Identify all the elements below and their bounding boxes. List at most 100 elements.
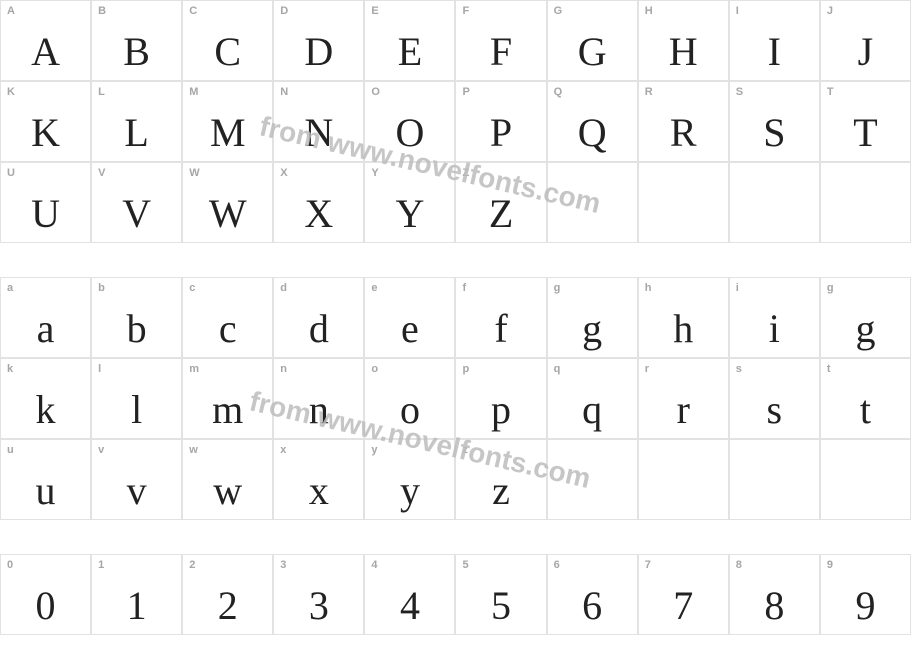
- cell-glyph: l: [92, 390, 181, 430]
- cell-glyph: H: [639, 32, 728, 72]
- cell-glyph: s: [730, 390, 819, 430]
- cell-glyph: O: [365, 113, 454, 153]
- cell-glyph: L: [92, 113, 181, 153]
- cell-glyph: e: [365, 309, 454, 349]
- glyph-cell: zz: [455, 439, 546, 520]
- cell-glyph: a: [1, 309, 90, 349]
- cell-glyph: n: [274, 390, 363, 430]
- cell-glyph: R: [639, 113, 728, 153]
- cell-glyph: X: [274, 194, 363, 234]
- glyph-cell: uu: [0, 439, 91, 520]
- glyph-cell: QQ: [547, 81, 638, 162]
- glyph-cell: qq: [547, 358, 638, 439]
- glyph-cell: ff: [455, 277, 546, 358]
- cell-label: 4: [371, 559, 448, 571]
- glyph-cell: kk: [0, 358, 91, 439]
- cell-glyph: 0: [1, 586, 90, 626]
- cell-glyph: f: [456, 309, 545, 349]
- cell-label: M: [189, 86, 266, 98]
- glyph-cell: FF: [455, 0, 546, 81]
- cell-glyph: P: [456, 113, 545, 153]
- glyph-cell: bb: [91, 277, 182, 358]
- glyph-cell: ll: [91, 358, 182, 439]
- cell-glyph: p: [456, 390, 545, 430]
- cell-glyph: U: [1, 194, 90, 234]
- cell-label: h: [645, 282, 722, 294]
- glyph-cell: gg: [820, 277, 911, 358]
- glyph-cell: rr: [638, 358, 729, 439]
- cell-label: l: [98, 363, 175, 375]
- cell-label: Q: [554, 86, 631, 98]
- glyph-cell: ww: [182, 439, 273, 520]
- glyph-cell: TT: [820, 81, 911, 162]
- glyph-cell: hh: [638, 277, 729, 358]
- cell-glyph: 4: [365, 586, 454, 626]
- cell-glyph: t: [821, 390, 910, 430]
- cell-label: Z: [462, 167, 539, 179]
- cell-glyph: v: [92, 471, 181, 511]
- cell-label: N: [280, 86, 357, 98]
- glyph-cell: vv: [91, 439, 182, 520]
- cell-label: L: [98, 86, 175, 98]
- cell-glyph: V: [92, 194, 181, 234]
- cell-glyph: 8: [730, 586, 819, 626]
- glyph-cell: [729, 439, 820, 520]
- glyph-cell: LL: [91, 81, 182, 162]
- glyph-cell: gg: [547, 277, 638, 358]
- cell-label: 8: [736, 559, 813, 571]
- glyph-cell: 33: [273, 554, 364, 635]
- cell-glyph: W: [183, 194, 272, 234]
- cell-label: Y: [371, 167, 448, 179]
- glyph-cell: AA: [0, 0, 91, 81]
- cell-label: F: [462, 5, 539, 17]
- glyph-cell: 55: [455, 554, 546, 635]
- cell-glyph: C: [183, 32, 272, 72]
- cell-label: P: [462, 86, 539, 98]
- cell-glyph: u: [1, 471, 90, 511]
- cell-glyph: S: [730, 113, 819, 153]
- glyph-cell: CC: [182, 0, 273, 81]
- cell-glyph: z: [456, 471, 545, 511]
- cell-glyph: m: [183, 390, 272, 430]
- glyph-cell: xx: [273, 439, 364, 520]
- glyph-cell: 22: [182, 554, 273, 635]
- glyph-cell: MM: [182, 81, 273, 162]
- cell-label: 0: [7, 559, 84, 571]
- cell-label: X: [280, 167, 357, 179]
- glyph-cell: II: [729, 0, 820, 81]
- glyph-cell: 77: [638, 554, 729, 635]
- glyph-cell: [638, 162, 729, 243]
- cell-label: B: [98, 5, 175, 17]
- glyph-cell: ss: [729, 358, 820, 439]
- glyph-cell: PP: [455, 81, 546, 162]
- glyph-cell: RR: [638, 81, 729, 162]
- glyph-cell: SS: [729, 81, 820, 162]
- cell-label: n: [280, 363, 357, 375]
- cell-label: r: [645, 363, 722, 375]
- glyph-cell: GG: [547, 0, 638, 81]
- glyph-cell: EE: [364, 0, 455, 81]
- glyph-cell: [820, 439, 911, 520]
- cell-label: o: [371, 363, 448, 375]
- cell-glyph: Q: [548, 113, 637, 153]
- cell-glyph: i: [730, 309, 819, 349]
- cell-label: E: [371, 5, 448, 17]
- glyph-cell: [820, 162, 911, 243]
- glyph-cell: UU: [0, 162, 91, 243]
- cell-label: c: [189, 282, 266, 294]
- cell-label: 3: [280, 559, 357, 571]
- glyph-cell: ii: [729, 277, 820, 358]
- cell-glyph: K: [1, 113, 90, 153]
- glyph-cell: cc: [182, 277, 273, 358]
- cell-label: w: [189, 444, 266, 456]
- glyph-cell: YY: [364, 162, 455, 243]
- cell-glyph: c: [183, 309, 272, 349]
- cell-label: b: [98, 282, 175, 294]
- cell-glyph: r: [639, 390, 728, 430]
- uppercase-grid: AABBCCDDEEFFGGHHIIJJKKLLMMNNOOPPQQRRSSTT…: [0, 0, 911, 243]
- cell-label: x: [280, 444, 357, 456]
- cell-glyph: 5: [456, 586, 545, 626]
- cell-label: 5: [462, 559, 539, 571]
- cell-glyph: 6: [548, 586, 637, 626]
- cell-label: k: [7, 363, 84, 375]
